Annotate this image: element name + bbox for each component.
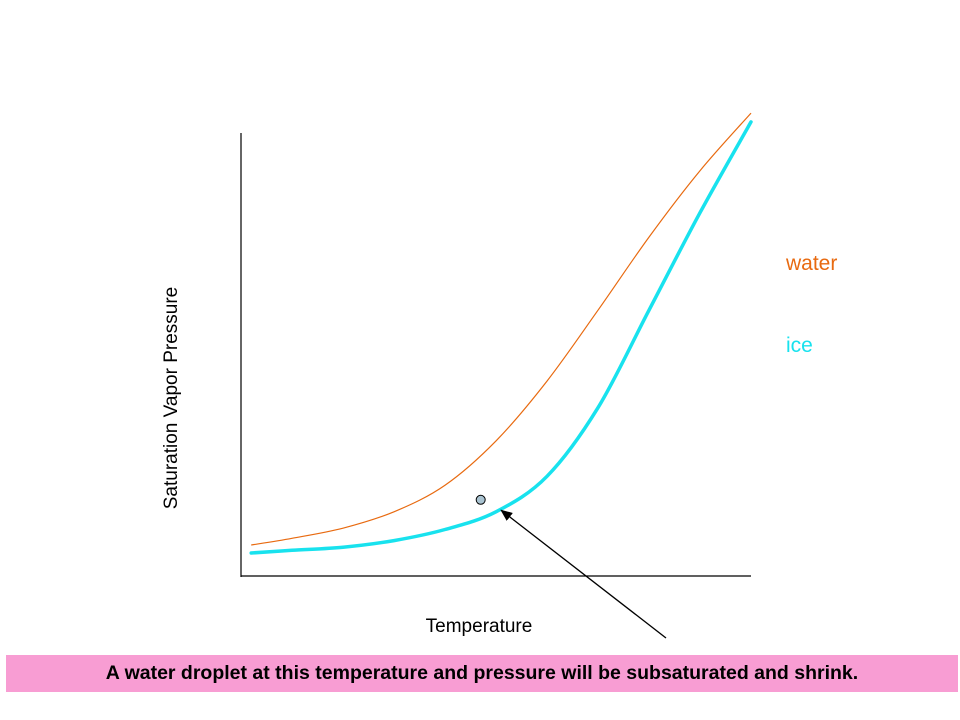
y-axis-label: Saturation Vapor Pressure [161,286,182,510]
legend-ice: ice [786,334,813,357]
legend-water: water [786,252,838,275]
water-curve [251,112,752,546]
x-axis-label: Temperature [425,616,533,637]
caption-banner: A water droplet at this temperature and … [6,655,958,692]
ice-curve [249,120,753,555]
annotation-arrow [500,509,667,639]
droplet-point-marker [475,494,486,505]
